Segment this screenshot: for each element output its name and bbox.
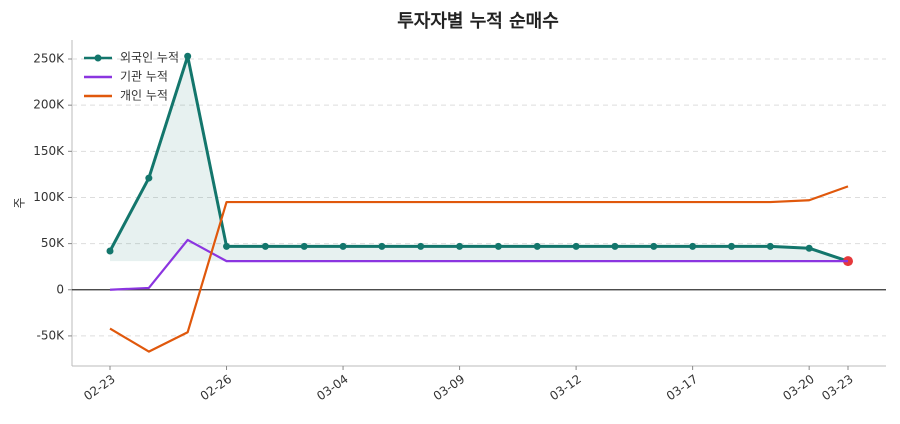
point — [727, 242, 735, 250]
y-tick-label: 0 — [56, 282, 64, 296]
y-tick-label: 200K — [33, 98, 65, 112]
point — [223, 242, 231, 250]
x-tick-label: 03-09 — [431, 372, 468, 403]
y-axis-label: 주 — [13, 197, 27, 208]
point — [611, 242, 619, 250]
x-tick-label: 03-17 — [664, 372, 701, 403]
point — [766, 242, 774, 250]
y-tick-label: 50K — [41, 236, 65, 250]
x-tick-label: 02-26 — [198, 372, 235, 403]
point — [650, 242, 658, 250]
point — [378, 242, 386, 250]
legend-label: 외국인 누적 — [120, 51, 179, 65]
series-line — [109, 185, 849, 353]
point — [145, 174, 153, 182]
point — [689, 242, 697, 250]
x-tick-label: 03-04 — [314, 372, 351, 403]
point — [494, 242, 502, 250]
point — [184, 52, 192, 60]
y-tick-label: 150K — [33, 144, 65, 158]
legend-label: 기관 누적 — [120, 70, 168, 84]
series-line — [109, 238, 848, 291]
point — [417, 242, 425, 250]
series-line — [108, 54, 849, 263]
point — [300, 242, 308, 250]
chart-title: 투자자별 누적 순매수 — [397, 11, 559, 32]
y-tick-label: -50K — [37, 328, 66, 342]
point — [533, 242, 541, 250]
x-tick-label: 03-20 — [780, 372, 817, 403]
point — [339, 242, 347, 250]
x-tick-label: 03-12 — [547, 372, 584, 403]
x-tick-label: 03-23 — [819, 372, 856, 403]
point — [805, 244, 813, 252]
y-tick-label: 250K — [33, 52, 65, 66]
legend-marker — [94, 54, 102, 62]
point — [106, 247, 114, 255]
point — [261, 242, 269, 250]
legend-label: 개인 누적 — [120, 89, 168, 103]
point — [456, 242, 464, 250]
area-fill — [110, 56, 848, 262]
x-tick-label: 02-23 — [81, 372, 118, 403]
point — [572, 242, 580, 250]
y-tick-label: 100K — [33, 190, 65, 204]
